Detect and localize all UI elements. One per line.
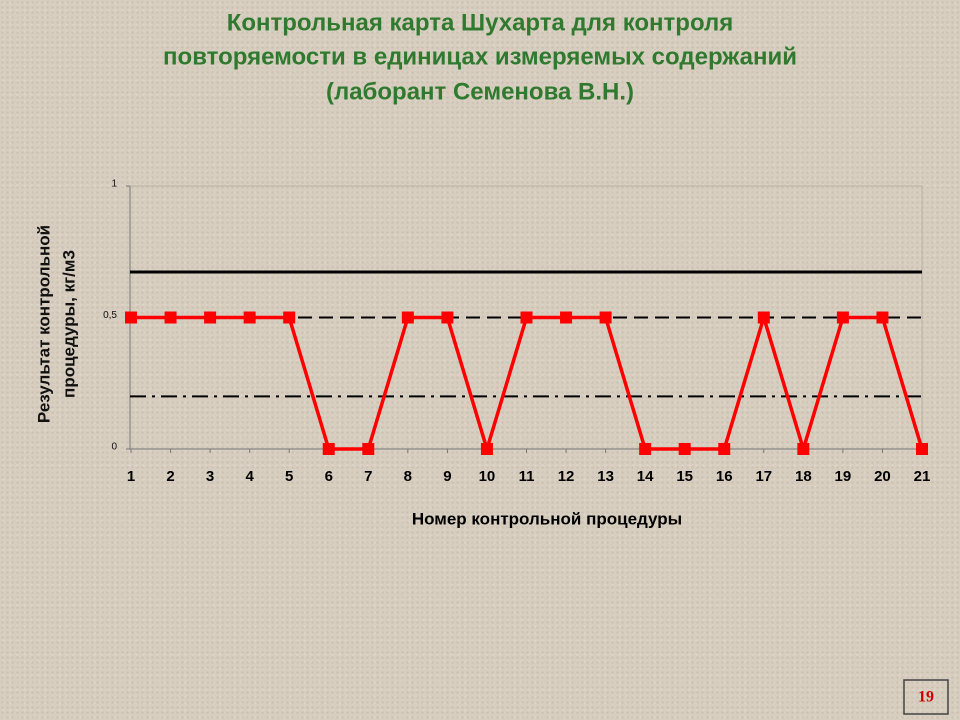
x-tick-label: 14 — [637, 468, 654, 485]
x-tick-label: 2 — [166, 468, 174, 485]
marker — [757, 311, 770, 324]
x-tick-label: 10 — [479, 468, 496, 485]
marker — [362, 443, 375, 455]
title-line: повторяемости в единицах измеряемых соде… — [163, 43, 797, 70]
x-tick-label: 11 — [519, 468, 535, 485]
marker — [916, 443, 928, 455]
marker — [678, 443, 691, 455]
x-tick-label: 8 — [404, 468, 412, 485]
marker — [599, 311, 612, 324]
x-tick-label: 16 — [716, 468, 733, 485]
title-line: (лаборант Семенова В.Н.) — [326, 78, 634, 105]
marker — [560, 311, 573, 324]
marker — [836, 311, 849, 324]
marker — [322, 443, 335, 455]
title-line: Контрольная карта Шухарта для контроля — [227, 9, 734, 36]
x-tick-label: 5 — [285, 468, 293, 485]
y-tick-label: 1 — [111, 179, 117, 190]
marker — [441, 311, 454, 324]
marker — [243, 311, 256, 324]
page-number-box — [903, 679, 949, 715]
x-tick-label: 20 — [874, 468, 891, 485]
x-tick-label: 7 — [364, 468, 372, 485]
x-tick-label: 6 — [325, 468, 333, 485]
x-tick-label: 21 — [914, 468, 931, 485]
y-axis-label: Результат контрольной — [34, 225, 53, 423]
page-number: 19 — [918, 689, 934, 706]
marker — [164, 311, 177, 324]
marker — [125, 311, 137, 324]
x-tick-label: 3 — [206, 468, 214, 485]
x-tick-label: 9 — [443, 468, 451, 485]
x-axis-label: Номер контрольной процедуры — [412, 509, 682, 528]
marker — [876, 311, 889, 324]
y-tick-label: 0,5 — [103, 310, 117, 321]
x-tick-label: 12 — [558, 468, 575, 485]
y-tick-label: 0 — [111, 442, 117, 453]
x-tick-label: 18 — [795, 468, 812, 485]
x-tick-label: 15 — [676, 468, 693, 485]
marker — [797, 443, 810, 455]
series-line — [131, 311, 924, 456]
marker — [401, 311, 414, 324]
x-tick-label: 1 — [127, 468, 135, 485]
marker — [520, 311, 533, 324]
marker — [718, 443, 731, 455]
marker — [283, 311, 296, 324]
x-tick-label: 4 — [245, 468, 254, 485]
marker — [639, 443, 652, 455]
marker — [204, 311, 217, 324]
marker — [480, 443, 493, 455]
x-tick-label: 13 — [597, 468, 614, 485]
x-tick-label: 19 — [835, 468, 852, 485]
x-tick-label: 17 — [755, 468, 772, 485]
y-axis-label: процедуры, кг/м3 — [59, 250, 78, 398]
